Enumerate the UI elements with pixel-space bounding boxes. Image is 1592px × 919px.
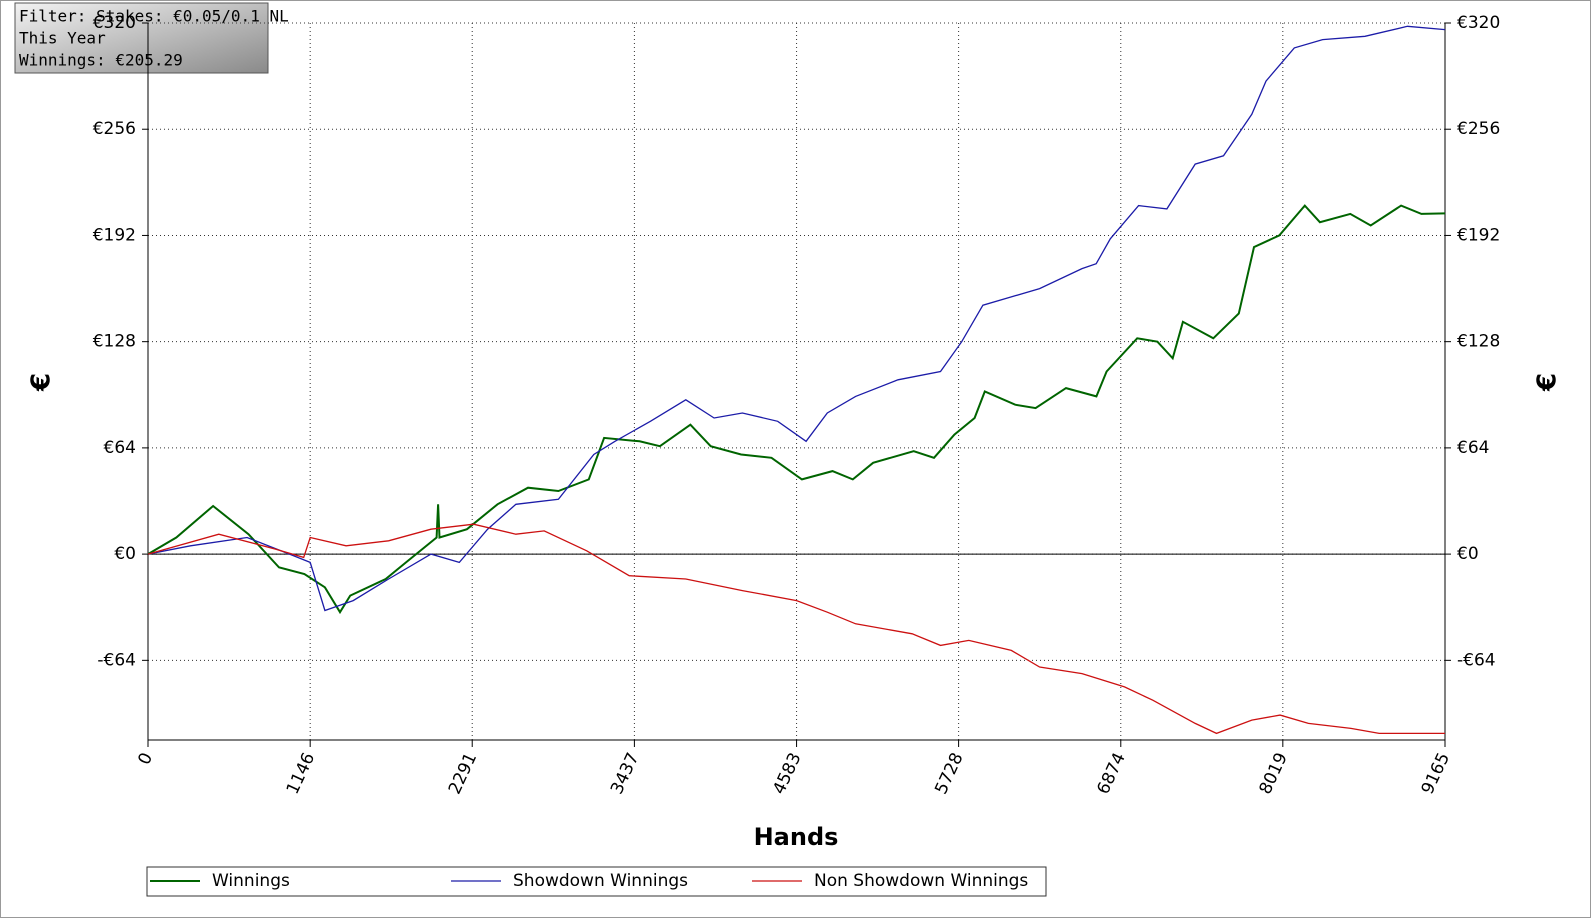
annotation: Filter: Stakes: €0.05/0.1 NL [19,7,289,26]
y-tick-label: €64 [104,438,136,458]
y2-tick-label: -€64 [1457,650,1496,670]
y-tick-label: €320 [93,13,136,33]
y2-axis-title: € [1533,373,1563,392]
y2-tick-label: €128 [1457,332,1500,352]
series-line [147,523,1445,735]
y-tick-label: -€64 [97,650,136,670]
y2-tick-label: €256 [1457,119,1500,139]
legend-label: Winnings [212,871,290,891]
y2-tick-label: €320 [1457,13,1500,33]
series-line [147,204,1446,615]
legend-label: Showdown Winnings [513,871,688,891]
y-axis-title: € [27,373,57,392]
annotation: Winnings: €205.29 [19,51,183,70]
y-tick-label: €256 [93,119,136,139]
legend-label: Non Showdown Winnings [814,871,1028,891]
y-tick-label: €128 [93,332,136,352]
x-axis-title: Hands [754,823,839,851]
legend [146,866,1047,897]
y2-tick-label: €192 [1457,225,1500,245]
annotation: This Year [19,29,106,48]
y2-tick-label: €64 [1457,438,1489,458]
series-line [147,25,1446,612]
y2-tick-label: €0 [1457,544,1479,564]
y-tick-label: €192 [93,225,136,245]
y-tick-label: €0 [114,544,136,564]
filter-box [14,2,269,74]
